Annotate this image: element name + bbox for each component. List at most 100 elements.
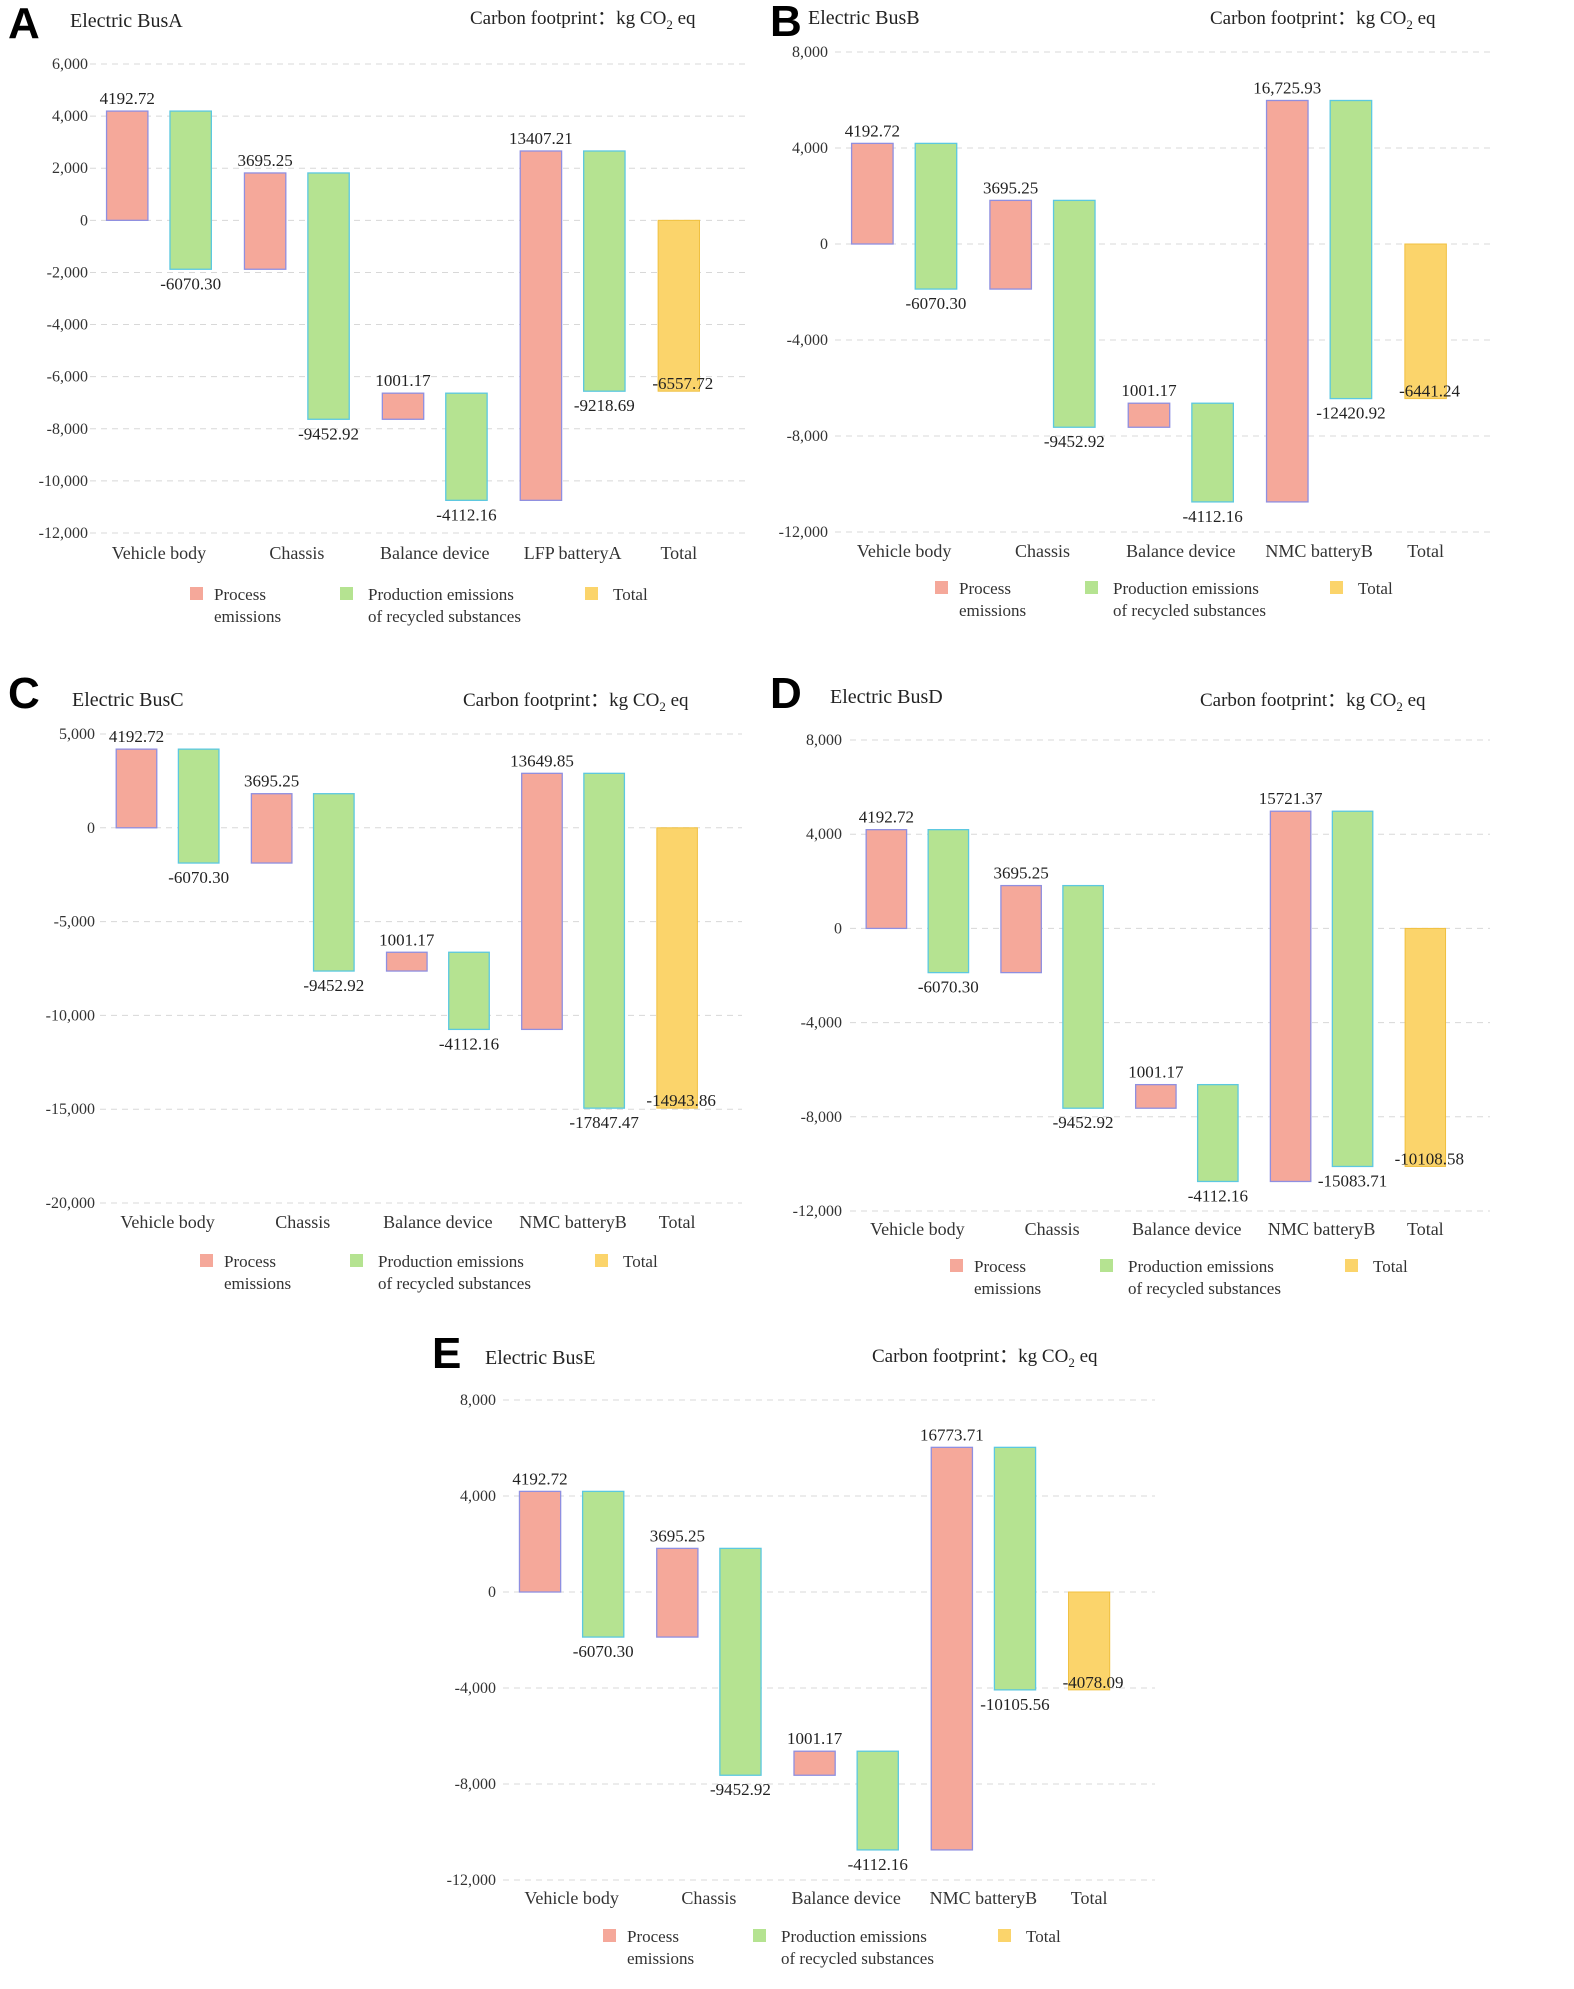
legend-label-recycled-2: of recycled substances	[1128, 1279, 1281, 1298]
x-category-label: Total	[1407, 541, 1444, 561]
x-category-label: Balance device	[1126, 541, 1235, 561]
legend-label-recycled-2: of recycled substances	[378, 1274, 531, 1293]
bar-recycled	[1331, 810, 1374, 1168]
data-label-recycled: -6070.30	[573, 1642, 634, 1661]
bar-recycled	[307, 172, 350, 420]
unit-label: Carbon footprint：kg CO2 eq	[463, 690, 689, 714]
x-category-label: Total	[1071, 1888, 1108, 1908]
data-label-recycled: -4112.16	[848, 1855, 908, 1874]
bar-process	[793, 1750, 836, 1776]
legend-label-process-2: emissions	[974, 1279, 1041, 1298]
y-tick-label: -12,000	[447, 1872, 496, 1889]
legend-swatch-recycled	[1085, 581, 1098, 594]
data-label-process: 16773.71	[920, 1425, 984, 1444]
bar-process	[385, 951, 428, 972]
data-label-recycled: -6070.30	[160, 274, 221, 293]
y-tick-label: -4,000	[47, 317, 88, 334]
y-tick-label: 6,000	[52, 56, 88, 73]
bar-process	[930, 1446, 974, 1851]
data-label-recycled: -6070.30	[906, 294, 967, 313]
chart-svg: C Electric BusC Carbon footprint：kg CO2 eq…	[8, 669, 742, 1293]
legend-label-recycled-2: of recycled substances	[781, 1949, 934, 1968]
data-label-process: 4192.72	[845, 121, 900, 140]
unit-label: Carbon footprint：kg CO2 eq	[1210, 8, 1436, 32]
y-tick-label: -5,000	[54, 914, 95, 931]
bar-total	[656, 827, 698, 1109]
bar-recycled	[445, 392, 488, 501]
legend-label-recycled-2: of recycled substances	[368, 607, 521, 626]
legend-label-process: Process	[959, 579, 1011, 598]
legend-label-process: Process	[627, 1927, 679, 1946]
bar-recycled	[719, 1547, 762, 1776]
legend-swatch-total	[1345, 1259, 1358, 1272]
chart-svg: B Electric BusB Carbon footprint：kg CO2 eq…	[770, 0, 1492, 620]
data-label-total: -14943.86	[646, 1091, 715, 1110]
bar-process	[1000, 884, 1042, 974]
bar-process	[105, 110, 149, 221]
bar-recycled	[1329, 99, 1373, 400]
bar-process	[656, 1547, 699, 1638]
data-label-process: 3695.25	[244, 772, 299, 791]
legend-label-recycled: Production emissions	[1128, 1257, 1274, 1276]
data-label-recycled: -4112.16	[1182, 507, 1242, 526]
x-category-label: Balance device	[380, 543, 489, 563]
y-tick-label: -4,000	[787, 332, 828, 349]
legend-swatch-recycled	[753, 1929, 766, 1942]
y-tick-label: -8,000	[787, 428, 828, 445]
chart-title: Electric BusD	[830, 686, 943, 708]
legend-label-total: Total	[1373, 1257, 1408, 1276]
y-tick-label: -8,000	[47, 421, 88, 438]
x-category-label: Vehicle body	[857, 541, 951, 561]
y-tick-label: 4,000	[52, 108, 88, 125]
x-category-label: Total	[1407, 1219, 1444, 1239]
y-tick-label: -10,000	[46, 1007, 95, 1024]
x-category-label: Chassis	[681, 1888, 736, 1908]
chart-panel-a: A Electric BusA Carbon footprint：kg CO2 eq…	[0, 0, 760, 650]
x-category-label: Balance device	[791, 1888, 900, 1908]
y-tick-label: -12,000	[779, 524, 828, 541]
data-label-process: 13649.85	[510, 751, 574, 770]
legend-label-total: Total	[613, 585, 648, 604]
data-label-recycled: -17847.47	[569, 1113, 639, 1132]
bar-recycled	[1062, 884, 1104, 1109]
data-label-recycled: -4112.16	[439, 1034, 499, 1053]
chart-title: Electric BusE	[485, 1347, 596, 1369]
data-label-process: 1001.17	[1128, 1063, 1184, 1082]
data-label-recycled: -15083.71	[1318, 1171, 1387, 1190]
x-category-label: Balance device	[1132, 1219, 1241, 1239]
y-tick-label: -12,000	[793, 1203, 842, 1220]
y-tick-label: 0	[87, 820, 95, 837]
bar-recycled	[856, 1750, 899, 1851]
bar-recycled	[583, 150, 626, 392]
legend-swatch-process	[200, 1254, 213, 1267]
data-label-process: 4192.72	[512, 1469, 567, 1488]
legend-swatch-total	[1330, 581, 1343, 594]
legend-swatch-recycled	[350, 1254, 363, 1267]
x-category-label: Vehicle body	[870, 1219, 964, 1239]
data-label-process: 13407.21	[509, 129, 573, 148]
bar-total	[1068, 1591, 1111, 1691]
x-category-label: NMC batteryB	[1268, 1219, 1376, 1239]
y-tick-label: 0	[80, 212, 88, 229]
data-label-recycled: -9452.92	[303, 976, 364, 995]
y-tick-label: 4,000	[792, 140, 828, 157]
panel-letter: C	[8, 669, 40, 718]
panel-letter: A	[8, 0, 40, 48]
chart-title: Electric BusB	[808, 7, 920, 29]
legend-label-process-2: emissions	[214, 607, 281, 626]
data-label-process: 4192.72	[109, 727, 164, 746]
data-label-recycled: -9218.69	[574, 396, 635, 415]
bar-process	[850, 142, 894, 245]
y-tick-label: 0	[488, 1584, 496, 1601]
y-tick-label: -4,000	[801, 1015, 842, 1032]
chart-svg: E Electric BusE Carbon footprint：kg CO2 eq…	[432, 1329, 1155, 1968]
legend-label-process-2: emissions	[224, 1274, 291, 1293]
y-tick-label: 8,000	[460, 1392, 496, 1409]
y-tick-label: -15,000	[46, 1101, 95, 1118]
y-tick-label: -12,000	[39, 525, 88, 542]
data-label-total: -10108.58	[1395, 1149, 1464, 1168]
data-label-process: 4192.72	[859, 808, 914, 827]
legend-swatch-total	[585, 587, 598, 600]
chart-svg: A Electric BusA Carbon footprint：kg CO2 eq…	[8, 0, 745, 626]
chart-panel-b: B Electric BusB Carbon footprint：kg CO2 eq…	[760, 0, 1560, 650]
